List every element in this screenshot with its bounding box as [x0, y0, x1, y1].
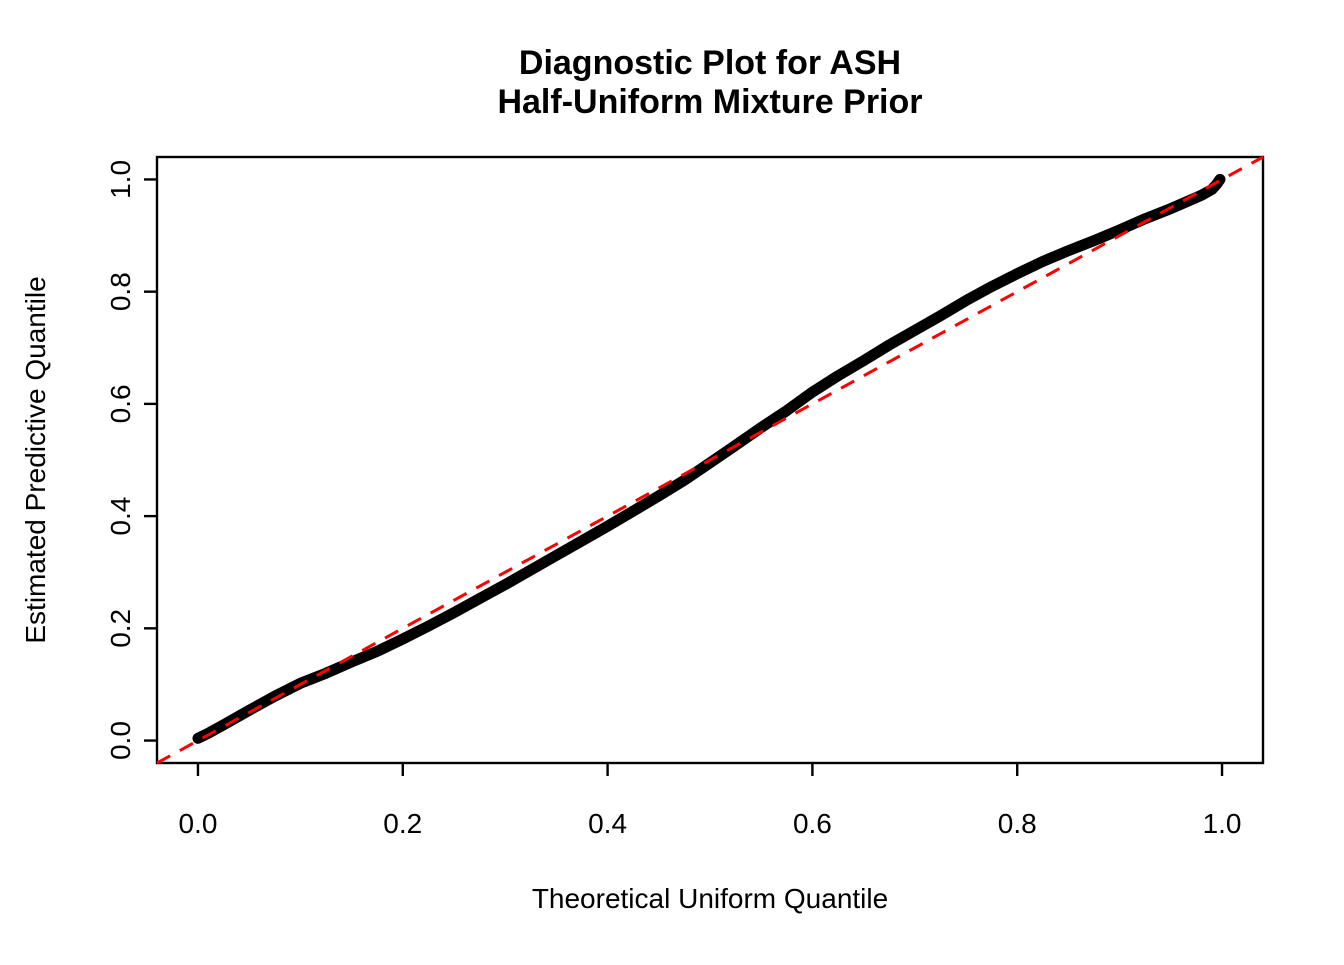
y-axis-ticks: [144, 178, 157, 742]
x-tick-label: 0.2: [383, 808, 422, 839]
chart-title-line2: Half-Uniform Mixture Prior: [497, 83, 922, 121]
x-tick-label: 0.4: [588, 808, 627, 839]
reference-line-layer: [156, 155, 1264, 765]
x-tick-label: 0.0: [178, 808, 217, 839]
x-tick-label: 0.8: [998, 808, 1037, 839]
plot-border-box: [155, 155, 1265, 765]
identity-reference-line: [156, 155, 1264, 765]
chart-title-line1: Diagnostic Plot for ASH: [519, 44, 901, 82]
x-tick-label: 0.6: [793, 808, 832, 839]
x-tick-label: 1.0: [1203, 808, 1242, 839]
x-axis-ticks: [196, 763, 1224, 776]
x-axis-tick-labels: 0.0 0.2 0.4 0.6 0.8 1.0: [178, 808, 1241, 839]
y-tick-label: 0.0: [105, 721, 136, 760]
x-axis-title: Theoretical Uniform Quantile: [532, 883, 888, 914]
y-tick-label: 0.4: [105, 497, 136, 536]
y-axis-title: Estimated Predictive Quantile: [20, 276, 51, 643]
y-tick-label: 0.8: [105, 272, 136, 311]
y-tick-label: 0.6: [105, 384, 136, 423]
y-axis-tick-labels: 0.0 0.2 0.4 0.6 0.8 1.0: [105, 160, 136, 760]
y-tick-label: 0.2: [105, 609, 136, 648]
y-tick-label: 1.0: [105, 160, 136, 199]
